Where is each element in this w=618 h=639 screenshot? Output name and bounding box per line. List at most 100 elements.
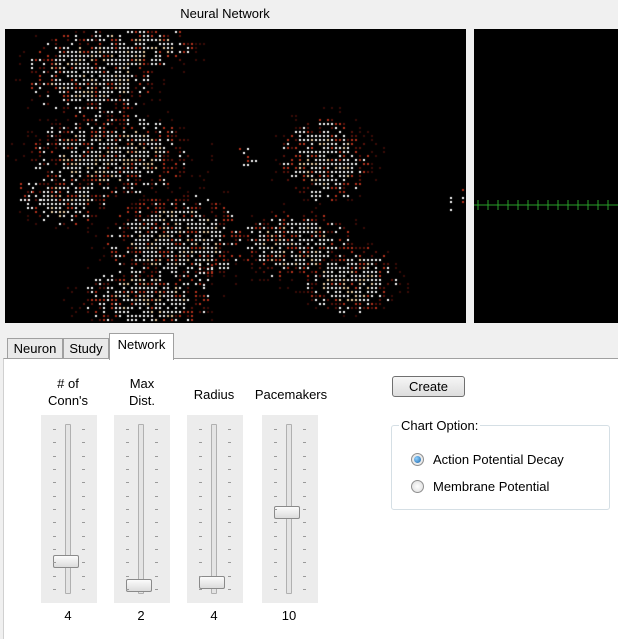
- slider-tick: [155, 575, 158, 577]
- slider-tick: [274, 495, 277, 497]
- slider-label-radius: Radius: [193, 387, 235, 402]
- slider-tick: [53, 455, 56, 457]
- slider-tick: [53, 589, 56, 590]
- slider-tick: [303, 575, 306, 577]
- create-button[interactable]: Create: [392, 376, 465, 397]
- slider-thumb[interactable]: [199, 576, 225, 589]
- slider-tick: [303, 429, 306, 430]
- slider-label-connections: # of Conn's: [47, 376, 89, 408]
- slider-tick: [228, 455, 231, 457]
- slider-tick: [228, 522, 231, 524]
- slider-tick: [228, 562, 231, 564]
- slider-groove: [211, 424, 217, 594]
- slider-groove: [65, 424, 71, 594]
- slider-tick: [155, 455, 158, 457]
- slider-tick: [126, 469, 129, 470]
- radio-button-icon[interactable]: [411, 479, 424, 493]
- slider-tick: [274, 562, 277, 564]
- tab-neuron[interactable]: Neuron: [7, 338, 63, 358]
- radio-membrane-potential[interactable]: Membrane Potential: [411, 477, 549, 495]
- slider-thumb[interactable]: [53, 555, 79, 569]
- slider-tick: [126, 455, 129, 457]
- radio-button-icon[interactable]: [411, 452, 424, 466]
- slider-tick: [53, 562, 56, 564]
- slider-tick: [82, 522, 85, 524]
- slider-tick: [53, 482, 56, 484]
- slider-tick: [274, 535, 277, 537]
- slider-tick: [53, 469, 56, 470]
- slider-tick: [82, 442, 85, 444]
- slider-tick: [82, 429, 85, 430]
- slider-thumb[interactable]: [126, 579, 152, 593]
- slider-tick: [303, 522, 306, 524]
- slider-tick: [126, 589, 129, 590]
- tab-network[interactable]: Network: [109, 333, 174, 360]
- slider-tick: [303, 562, 306, 564]
- slider-groove: [138, 424, 144, 594]
- slider-tick: [155, 589, 158, 590]
- slider-tick: [126, 509, 129, 510]
- slider-tick: [303, 535, 306, 537]
- slider-tick: [53, 509, 56, 510]
- window-title: Neural Network: [180, 6, 270, 21]
- connections-slider[interactable]: [41, 415, 97, 603]
- tab-study[interactable]: Study: [63, 338, 109, 358]
- max-dist-slider[interactable]: [114, 415, 170, 603]
- slider-thumb[interactable]: [274, 505, 300, 519]
- slider-tick: [274, 549, 277, 550]
- pacemakers-value: 10: [281, 608, 297, 623]
- slider-tick: [82, 469, 85, 470]
- slider-tick: [199, 442, 202, 444]
- slider-tick: [303, 469, 306, 470]
- slider-tick: [82, 535, 85, 537]
- slider-tick: [82, 575, 85, 577]
- radius-slider[interactable]: [187, 415, 243, 603]
- slider-tick: [274, 455, 277, 457]
- slider-tick: [303, 495, 306, 497]
- slider-tick: [303, 509, 306, 510]
- slider-tick: [228, 442, 231, 444]
- slider-tick: [199, 589, 202, 590]
- slider-tick: [274, 482, 277, 484]
- slider-tick: [303, 549, 306, 550]
- pacemakers-slider[interactable]: [262, 415, 318, 603]
- slider-tick: [155, 509, 158, 510]
- network-activity-canvas: [5, 29, 466, 323]
- slider-tick: [199, 455, 202, 457]
- chart-option-title: Chart Option:: [399, 418, 481, 433]
- slider-tick: [228, 509, 231, 510]
- slider-tick: [274, 589, 277, 590]
- slider-tick: [155, 535, 158, 537]
- slider-tick: [303, 442, 306, 444]
- slider-tick: [199, 549, 202, 550]
- slider-tick: [82, 495, 85, 497]
- slider-tick: [274, 442, 277, 444]
- slider-tick: [228, 535, 231, 537]
- slider-tick: [126, 429, 129, 430]
- slider-tick: [155, 482, 158, 484]
- slider-tick: [228, 549, 231, 550]
- slider-tick: [274, 509, 277, 510]
- slider-tick: [126, 535, 129, 537]
- slider-tick: [82, 509, 85, 510]
- radio-action-potential-decay[interactable]: Action Potential Decay: [411, 450, 564, 468]
- slider-tick: [126, 442, 129, 444]
- slider-tick: [155, 495, 158, 497]
- connections-value: 4: [64, 608, 72, 623]
- slider-tick: [126, 495, 129, 497]
- slider-tick: [126, 549, 129, 550]
- slider-tick: [199, 562, 202, 564]
- slider-tick: [155, 469, 158, 470]
- slider-tick: [155, 549, 158, 550]
- tab-bar: Neuron Study Network: [0, 333, 618, 360]
- slider-label-pacemakers: Pacemakers: [254, 387, 328, 402]
- slider-label-max-dist: Max Dist.: [129, 376, 155, 408]
- slider-tick: [126, 522, 129, 524]
- slider-tick: [228, 589, 231, 590]
- slider-tick: [199, 522, 202, 524]
- slider-tick: [82, 589, 85, 590]
- scope-ticks: [477, 200, 609, 210]
- slider-tick: [228, 482, 231, 484]
- slider-tick: [53, 442, 56, 444]
- slider-tick: [199, 482, 202, 484]
